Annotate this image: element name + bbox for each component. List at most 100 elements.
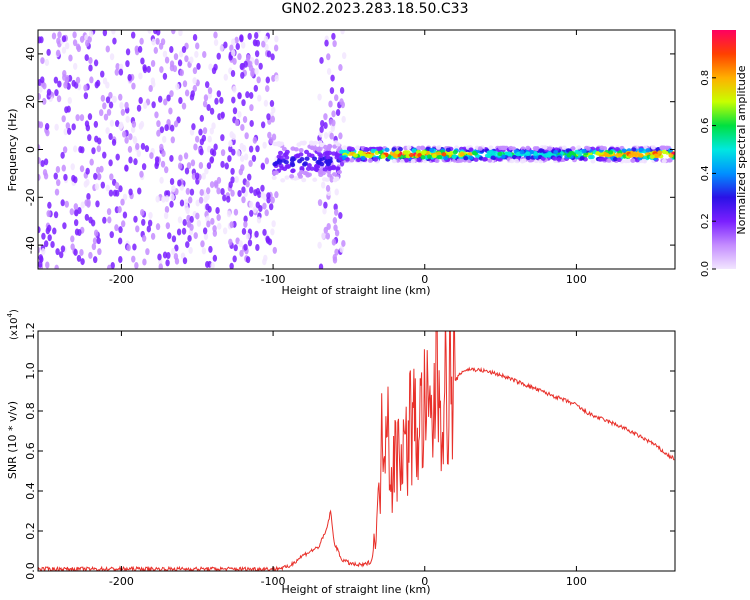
heatmap-cell — [111, 138, 117, 146]
heatmap-cell — [231, 49, 236, 57]
heatmap-cell — [243, 220, 248, 228]
heatmap-cell — [358, 150, 364, 155]
heatmap-cell — [73, 248, 78, 256]
heatmap-cell — [95, 200, 100, 208]
heatmap-cell — [89, 76, 94, 84]
heatmap-cell — [290, 146, 296, 151]
heatmap-cell — [271, 106, 276, 114]
heatmap-cell — [661, 158, 667, 164]
heatmap-cell — [142, 102, 148, 110]
heatmap-cell — [404, 157, 410, 163]
heatmap-cell — [39, 36, 44, 44]
heatmap-cell — [206, 220, 211, 228]
heatmap-cell — [80, 258, 85, 266]
page-title: GN02.2023.283.18.50.C33 — [281, 1, 469, 17]
heatmap-cell — [477, 146, 483, 151]
heatmap-cell — [100, 70, 105, 78]
heatmap-cell — [96, 173, 102, 181]
heatmap-cell — [274, 35, 279, 43]
heatmap-cell — [139, 170, 144, 178]
heatmap-cell — [53, 211, 59, 219]
heatmap-cell — [75, 114, 80, 122]
heatmap-cell — [232, 57, 237, 65]
snr-ytick-label: 1.2 — [24, 322, 37, 340]
heatmap-cell — [270, 196, 275, 204]
heatmap-cell — [249, 186, 254, 194]
heatmap-cell — [232, 85, 237, 93]
heatmap-cell — [131, 120, 137, 128]
snr-ytick-label: 0.0 — [24, 562, 37, 580]
heatmap-cell — [146, 225, 152, 233]
heatmap-cell — [88, 216, 93, 224]
spectrogram-x-axis-label: Height of straight line (km) — [281, 284, 430, 297]
heatmap-cell — [231, 96, 236, 104]
heatmap-cell — [131, 82, 136, 90]
heatmap-cell — [50, 240, 55, 248]
heatmap-cell — [61, 35, 67, 43]
heatmap-cell — [173, 253, 179, 261]
heatmap-cell — [112, 37, 117, 45]
heatmap-cell — [265, 85, 270, 93]
heatmap-cell — [158, 42, 164, 50]
heatmap-cell — [200, 240, 205, 248]
heatmap-cell — [429, 147, 435, 153]
heatmap-cell — [198, 128, 203, 136]
heatmap-cell — [322, 144, 328, 150]
heatmap-cell — [61, 115, 66, 123]
heatmap-cell — [67, 96, 72, 104]
heatmap-cell — [272, 161, 278, 167]
heatmap-cell — [86, 199, 91, 207]
heatmap-cell — [109, 231, 114, 239]
heatmap-cell — [443, 155, 449, 161]
heatmap-cell — [334, 248, 339, 256]
heatmap-cell — [289, 161, 295, 166]
heatmap-cell — [171, 185, 176, 193]
heatmap-cell — [350, 147, 356, 152]
heatmap-cell — [262, 202, 267, 210]
heatmap-cell — [46, 224, 52, 232]
heatmap-cell — [170, 193, 175, 201]
heatmap-cell — [192, 33, 198, 41]
heatmap-cell — [196, 62, 201, 70]
heatmap-cell — [93, 229, 99, 237]
snr-series-line — [38, 331, 675, 571]
heatmap-cell — [336, 169, 342, 175]
heatmap-cell — [216, 176, 222, 184]
heatmap-cell — [154, 156, 160, 164]
heatmap-cell — [265, 235, 270, 243]
heatmap-cell — [262, 258, 267, 266]
heatmap-cell — [134, 262, 139, 269]
heatmap-cell — [332, 40, 337, 48]
heatmap-cell — [128, 156, 133, 164]
heatmap-cell — [650, 145, 656, 150]
heatmap-cell — [43, 172, 49, 180]
heatmap-cell — [249, 91, 254, 99]
heatmap-cell — [212, 229, 218, 237]
heatmap-cell — [227, 155, 232, 163]
heatmap-cell — [181, 102, 187, 110]
heatmap-cell — [638, 147, 644, 153]
heatmap-cell — [645, 148, 651, 153]
heatmap-cell — [668, 153, 674, 158]
heatmap-cell — [258, 205, 263, 213]
heatmap-cell — [370, 148, 376, 154]
heatmap-cell — [190, 159, 196, 167]
heatmap-cell — [317, 93, 322, 101]
heatmap-cell — [138, 122, 144, 130]
heatmap-cell — [302, 170, 308, 176]
heatmap-cell — [534, 146, 540, 152]
heatmap-cell — [169, 45, 174, 53]
heatmap-cell — [240, 164, 245, 172]
heatmap-cell — [406, 145, 412, 150]
heatmap-cell — [96, 145, 101, 153]
heatmap-cell — [38, 120, 41, 128]
snr-ytick-label: 0.2 — [24, 522, 37, 540]
heatmap-cell — [177, 179, 182, 187]
heatmap-cell — [131, 31, 136, 39]
heatmap-cell — [118, 63, 124, 71]
heatmap-cell — [202, 127, 208, 135]
heatmap-cell — [127, 73, 132, 81]
heatmap-cell — [193, 232, 198, 240]
heatmap-cell — [96, 237, 101, 245]
heatmap-cell — [164, 56, 170, 64]
